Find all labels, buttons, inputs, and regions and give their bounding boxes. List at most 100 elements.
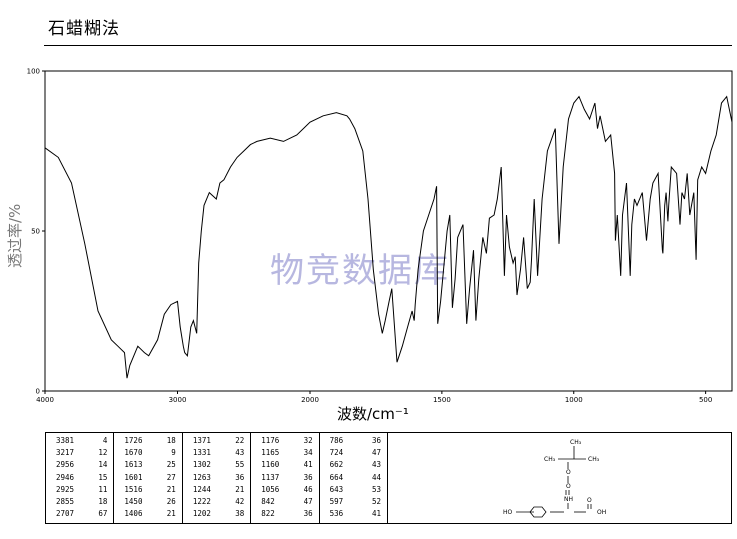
peak-row: 3217 12 (48, 447, 111, 459)
x-tick-label: 4000 (36, 396, 54, 404)
peak-row: 842 47 (253, 496, 316, 508)
peak-transmittance: 41 (303, 460, 313, 470)
structure-label-ho: HO (503, 509, 513, 516)
peak-transmittance: 27 (166, 472, 176, 482)
peak-transmittance: 36 (235, 472, 245, 482)
peak-row: 2946 15 (48, 472, 111, 484)
peak-wavenumber: 1302 (192, 460, 211, 470)
peak-transmittance: 36 (303, 472, 313, 482)
peak-row: 3381 4 (48, 435, 111, 447)
peak-wavenumber: 1613 (124, 460, 143, 470)
peak-transmittance: 43 (235, 448, 245, 458)
x-tick-label: 500 (699, 396, 712, 404)
plot-frame (44, 70, 733, 392)
peak-row: 724 47 (322, 447, 385, 459)
peak-row: 664 44 (322, 472, 385, 484)
peak-row: 1160 41 (253, 459, 316, 471)
peak-transmittance: 4 (102, 436, 108, 445)
peak-wavenumber: 1263 (192, 472, 211, 482)
peak-wavenumber: 724 (329, 448, 344, 458)
x-tick-label: 3000 (169, 396, 187, 404)
peak-row: 1302 55 (185, 459, 248, 471)
peak-wavenumber: 2707 (56, 509, 75, 519)
peak-wavenumber: 597 (329, 497, 344, 507)
y-tick-label: 50 (31, 228, 40, 236)
y-tick-label: 0 (36, 388, 40, 396)
peak-row: 822 36 (253, 508, 316, 520)
peak-column: 3381 4 3217 12 2956 14 2946 15 2925 11 2855 18 2707 6… (46, 433, 115, 523)
peak-transmittance: 22 (235, 436, 245, 445)
peak-row: 662 43 (322, 459, 385, 471)
peak-row: 597 52 (322, 496, 385, 508)
peak-wavenumber: 1331 (192, 448, 211, 458)
peak-transmittance: 21 (235, 484, 245, 494)
peak-transmittance: 15 (98, 472, 108, 482)
peak-wavenumber: 1222 (192, 497, 211, 507)
peak-row: 2956 14 (48, 459, 111, 471)
peak-transmittance: 18 (166, 436, 176, 445)
peak-row: 1176 32 (253, 435, 316, 447)
peak-transmittance: 43 (372, 460, 382, 470)
y-axis-ticks: 0 50 100 (27, 68, 45, 396)
peak-transmittance: 38 (235, 509, 245, 519)
peak-row: 1202 38 (185, 508, 248, 520)
peak-wavenumber: 1601 (124, 472, 143, 482)
peak-transmittance: 52 (372, 497, 382, 507)
x-tick-label: 2000 (301, 396, 319, 404)
peak-wavenumber: 842 (261, 497, 275, 507)
spectrum-line (44, 95, 733, 379)
peak-wavenumber: 643 (329, 484, 344, 494)
peak-row: 2707 67 (48, 508, 111, 520)
peak-transmittance: 55 (235, 460, 245, 470)
peak-wavenumber: 662 (329, 460, 344, 470)
peak-wavenumber: 2855 (56, 497, 75, 507)
page-title: 石蜡糊法 (48, 19, 120, 39)
peak-wavenumber: 1726 (124, 436, 143, 445)
molecule-structure: CH₃ CH₃ CH₃ O O NH O HO OH (503, 439, 606, 518)
structure-label-o-upper: O (566, 469, 571, 476)
peak-row: 1222 42 (185, 496, 248, 508)
peak-wavenumber: 536 (329, 509, 344, 519)
peak-wavenumber: 2956 (56, 460, 75, 470)
ir-spectrum-chart: 4000 3000 2000 1500 1000 500 0 50 100 物竞数据库 波数/… (6, 68, 733, 423)
peak-wavenumber: 786 (329, 436, 344, 445)
structure-label-ch3-left: CH₃ (544, 456, 556, 463)
peak-wavenumber: 1056 (261, 484, 280, 494)
peak-wavenumber: 822 (261, 509, 275, 519)
peak-transmittance: 46 (303, 484, 313, 494)
y-tick-label: 100 (27, 68, 40, 76)
peak-row: 1726 18 (116, 435, 179, 447)
peak-wavenumber: 1244 (192, 484, 211, 494)
peak-wavenumber: 2946 (56, 472, 75, 482)
peak-transmittance: 21 (166, 484, 176, 494)
peak-transmittance: 32 (303, 436, 313, 445)
peak-transmittance: 53 (372, 484, 382, 494)
peak-column: 1371 22 1331 43 1302 55 1263 36 1244 21 1222 42 1202… (183, 433, 252, 523)
peak-transmittance: 47 (372, 448, 382, 458)
structure-panel: CH₃ CH₃ CH₃ O O NH O HO OH (388, 432, 732, 524)
peak-row: 536 41 (322, 508, 385, 520)
peak-wavenumber: 3217 (56, 448, 75, 458)
peak-transmittance: 41 (372, 509, 382, 519)
peak-row: 1371 22 (185, 435, 248, 447)
x-axis-ticks: 4000 3000 2000 1500 1000 500 (36, 391, 712, 404)
peak-row: 1670 9 (116, 447, 179, 459)
peak-column: 786 36 724 47 662 43 664 44 643 53 597 52 536 41 (320, 433, 387, 523)
peak-row: 1165 34 (253, 447, 316, 459)
peak-wavenumber: 1202 (192, 509, 211, 519)
x-tick-label: 1500 (433, 396, 451, 404)
watermark: 物竞数据库 (270, 251, 450, 291)
peak-transmittance: 42 (235, 497, 245, 507)
peak-row: 2855 18 (48, 496, 111, 508)
peak-row: 786 36 (322, 435, 385, 447)
peak-row: 1056 46 (253, 484, 316, 496)
peak-transmittance: 21 (166, 509, 176, 519)
peak-transmittance: 9 (171, 448, 176, 458)
structure-label-ch3-right: CH₃ (588, 456, 600, 463)
peak-transmittance: 36 (303, 509, 313, 519)
peak-row: 1406 21 (116, 508, 179, 520)
peak-transmittance: 44 (372, 472, 382, 482)
y-axis-label: 透过率/% (6, 204, 24, 268)
peak-transmittance: 18 (98, 497, 108, 507)
peak-wavenumber: 1516 (124, 484, 143, 494)
